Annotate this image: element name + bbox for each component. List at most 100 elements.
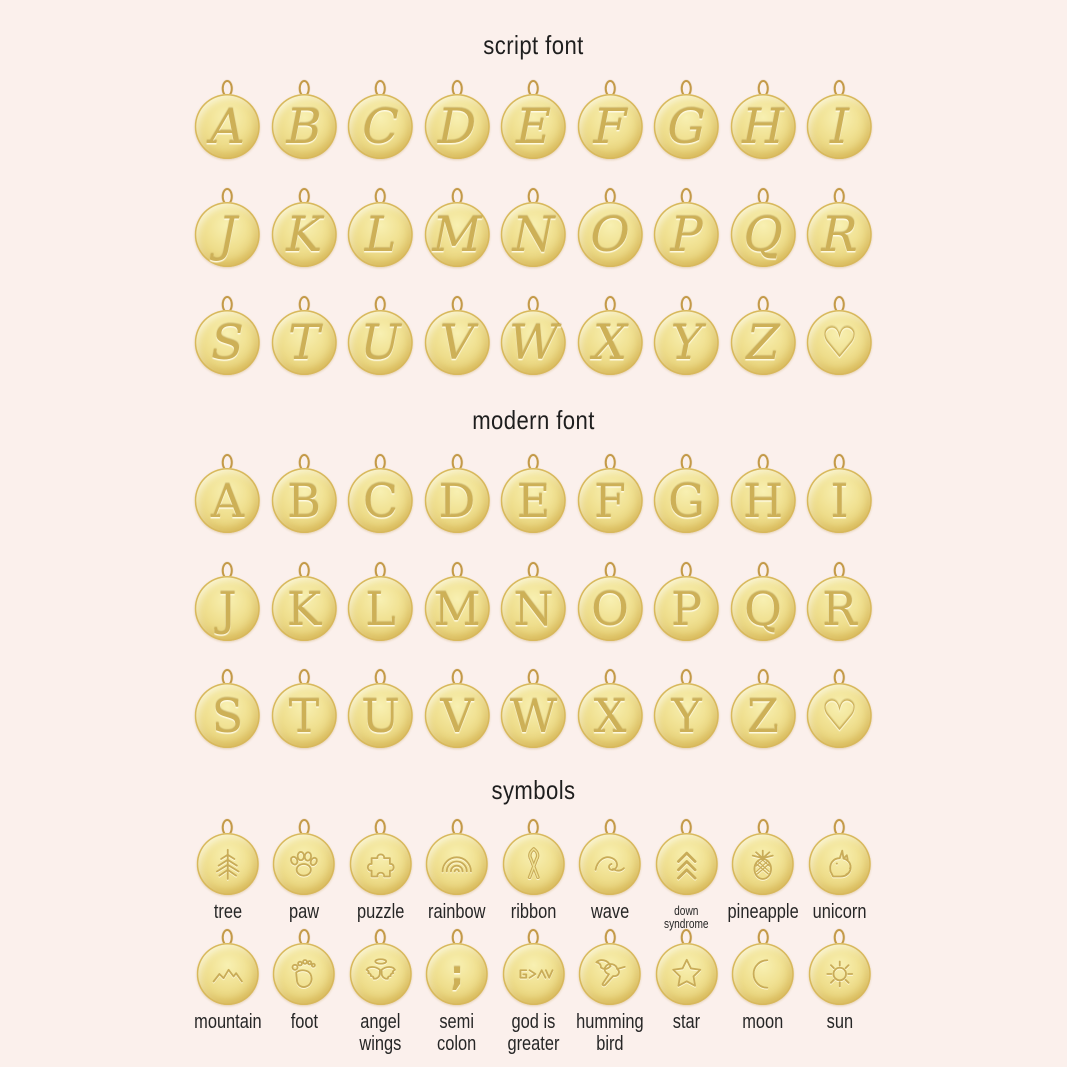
charm-script-u: U bbox=[342, 296, 419, 375]
gold-disc: Y bbox=[654, 310, 719, 375]
engraved-letter: R bbox=[822, 581, 857, 636]
gold-disc bbox=[273, 943, 335, 1005]
charm-script-q: Q bbox=[725, 188, 802, 267]
engraved-letter: N bbox=[512, 206, 555, 263]
heart-icon: ♡ bbox=[820, 317, 859, 367]
charm-label: ribbon bbox=[510, 901, 557, 923]
gold-disc: S bbox=[195, 683, 260, 748]
gold-disc bbox=[349, 833, 412, 895]
section-title-script-font: script font bbox=[483, 30, 584, 60]
gold-disc: A bbox=[195, 94, 260, 159]
gold-disc: T bbox=[271, 310, 337, 375]
charm-script-f: F bbox=[572, 80, 649, 159]
charm-symbol-sun: sun bbox=[801, 929, 878, 1055]
charm-symbol-paw: paw bbox=[266, 819, 343, 930]
engraved-letter: U bbox=[361, 688, 400, 743]
gold-disc: V bbox=[424, 683, 490, 748]
charm-modern-d: D bbox=[419, 454, 496, 533]
heart-icon: ♡ bbox=[820, 690, 859, 740]
engraved-letter: K bbox=[286, 206, 322, 263]
charm-modern-p: P bbox=[648, 562, 725, 641]
charm-script-l: L bbox=[342, 188, 419, 267]
gold-disc bbox=[808, 833, 871, 895]
engraved-letter: S bbox=[211, 688, 244, 743]
angel-wings-icon bbox=[361, 954, 401, 994]
engraved-letter: V bbox=[440, 688, 474, 743]
section-title-modern-font: modern font bbox=[472, 405, 595, 435]
gold-disc: Y bbox=[654, 683, 719, 748]
charm-modern-m: M bbox=[419, 562, 496, 641]
gold-disc bbox=[579, 833, 641, 895]
symbols-row-1: tree paw puzzle rainbow ribbon wave down syndr… bbox=[189, 819, 878, 930]
gold-disc: A bbox=[195, 468, 260, 533]
charm-symbol-moon: moon bbox=[725, 929, 802, 1055]
charm-symbol-pineapple: pineapple bbox=[725, 819, 802, 930]
engraved-letter: I bbox=[830, 473, 849, 528]
charm-script-heart: ♡ bbox=[801, 296, 878, 375]
gold-disc: U bbox=[348, 683, 413, 748]
charm-modern-x: X bbox=[572, 669, 649, 748]
charm-modern-s: S bbox=[189, 669, 266, 748]
engraved-letter: B bbox=[286, 98, 322, 155]
charm-label: pineapple bbox=[727, 901, 799, 923]
tree-icon bbox=[208, 844, 248, 884]
gold-disc: D bbox=[424, 468, 490, 533]
engraved-letter: F bbox=[593, 98, 627, 155]
charm-script-w: W bbox=[495, 296, 572, 375]
charm-script-a: A bbox=[189, 80, 266, 159]
gold-disc bbox=[349, 943, 412, 1005]
ribbon-icon bbox=[514, 844, 554, 884]
gold-disc: N bbox=[501, 202, 566, 267]
gold-disc: I bbox=[807, 468, 872, 533]
charm-script-n: N bbox=[495, 188, 572, 267]
charm-modern-z: Z bbox=[725, 669, 802, 748]
gold-disc: W bbox=[501, 683, 566, 748]
charm-script-r: R bbox=[801, 188, 878, 267]
charm-script-g: G bbox=[648, 80, 725, 159]
engraved-letter: D bbox=[437, 98, 477, 155]
engraved-letter: P bbox=[671, 581, 702, 636]
gold-disc: O bbox=[577, 576, 643, 641]
gold-disc: G bbox=[654, 468, 719, 533]
engraved-letter: I bbox=[830, 98, 849, 155]
gold-disc: R bbox=[807, 202, 872, 267]
charm-script-c: C bbox=[342, 80, 419, 159]
charm-label: tree bbox=[213, 901, 242, 923]
gold-disc: S bbox=[195, 310, 260, 375]
gold-disc: Z bbox=[730, 310, 796, 375]
gold-disc: C bbox=[348, 94, 413, 159]
gold-disc: V bbox=[424, 310, 490, 375]
charm-script-p: P bbox=[648, 188, 725, 267]
semicolon-icon: ; bbox=[450, 954, 464, 994]
gold-disc: Q bbox=[730, 202, 796, 267]
charm-script-b: B bbox=[266, 80, 343, 159]
charm-modern-r: R bbox=[801, 562, 878, 641]
gold-disc: K bbox=[271, 202, 337, 267]
symbols-row-2: mountain foot angel wings; semi colon god is… bbox=[189, 929, 878, 1055]
charm-modern-k: K bbox=[266, 562, 343, 641]
engraved-letter: L bbox=[364, 206, 397, 263]
engraved-letter: K bbox=[286, 581, 322, 636]
charm-script-v: V bbox=[419, 296, 496, 375]
engraved-letter: W bbox=[509, 688, 558, 743]
gold-disc: C bbox=[348, 468, 413, 533]
engraved-letter: Y bbox=[671, 688, 702, 743]
charm-symbol-unicorn: unicorn bbox=[801, 819, 878, 930]
engraved-letter: P bbox=[670, 206, 703, 263]
foot-icon bbox=[284, 954, 324, 994]
engraved-letter: M bbox=[432, 206, 482, 263]
gold-disc: ; bbox=[426, 943, 488, 1005]
charm-label: sun bbox=[826, 1011, 853, 1033]
gold-disc bbox=[426, 833, 488, 895]
charm-symbol-god-is-greater: god is greater bbox=[495, 929, 572, 1055]
gold-disc: F bbox=[577, 94, 643, 159]
charm-symbol-wave: wave bbox=[572, 819, 649, 930]
puzzle-icon bbox=[361, 844, 401, 884]
charm-label: down syndrome bbox=[664, 903, 709, 931]
charm-script-i: I bbox=[801, 80, 878, 159]
gold-disc: M bbox=[424, 202, 490, 267]
